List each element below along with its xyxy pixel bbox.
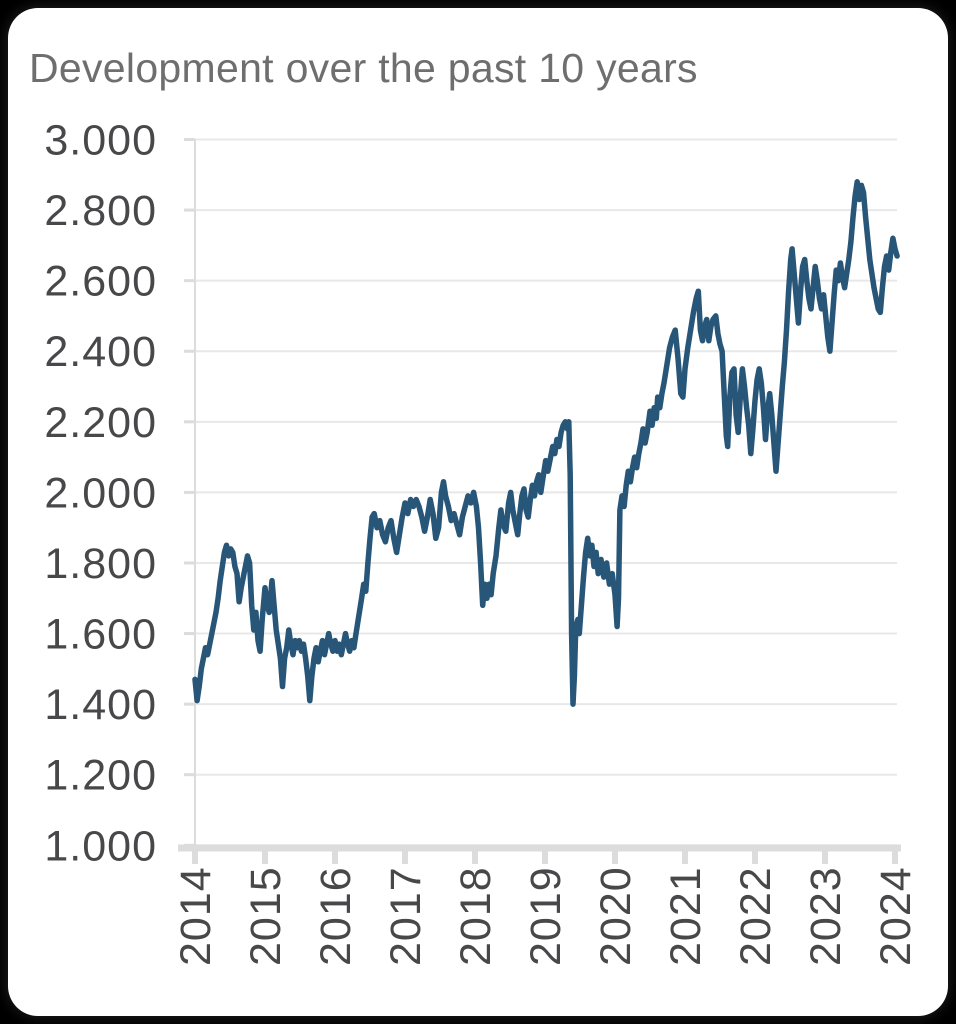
- x-tick-label: 2017: [382, 866, 430, 966]
- x-tick-label: 2019: [522, 866, 570, 966]
- y-tick-label: 1.400: [44, 681, 157, 729]
- y-tick-label: 3.000: [44, 117, 157, 165]
- chart-card: Development over the past 10 years 3.000…: [8, 8, 948, 1016]
- y-tick-label: 1.800: [44, 540, 157, 588]
- x-tick-label: 2021: [662, 866, 710, 966]
- y-tick-label: 2.200: [44, 399, 157, 447]
- y-tick-label: 2.600: [44, 258, 157, 306]
- y-tick-label: 2.800: [44, 187, 157, 235]
- x-tick-label: 2016: [312, 866, 360, 966]
- x-tick-label: 2023: [802, 866, 850, 966]
- y-tick-label: 1.000: [44, 822, 157, 870]
- chart-title: Development over the past 10 years: [29, 45, 698, 91]
- x-tick-label: 2018: [452, 866, 500, 966]
- index-value-line: [192, 179, 900, 707]
- chart-canvas: 3.000 2.800 2.600 2.400 2.200 2.000 1.800 1.600…: [44, 117, 920, 967]
- x-tick-label: 2022: [732, 866, 780, 966]
- x-tick-label: 2020: [592, 866, 640, 966]
- x-tick-label: 2024: [872, 866, 920, 966]
- x-tick-label: 2014: [172, 866, 220, 966]
- x-tick-label: 2015: [242, 866, 290, 966]
- y-tick-label: 1.600: [44, 611, 157, 659]
- y-tick-label: 1.200: [44, 752, 157, 800]
- y-tick-label: 2.000: [44, 469, 157, 517]
- y-tick-label: 2.400: [44, 328, 157, 376]
